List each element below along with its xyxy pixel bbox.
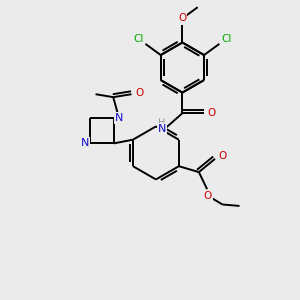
Text: O: O bbox=[218, 151, 226, 161]
Text: N: N bbox=[158, 124, 166, 134]
Text: H: H bbox=[158, 118, 166, 128]
Text: O: O bbox=[135, 88, 143, 98]
Text: Cl: Cl bbox=[221, 34, 231, 44]
Text: O: O bbox=[178, 14, 187, 23]
Text: Cl: Cl bbox=[134, 34, 144, 44]
Text: O: O bbox=[204, 190, 212, 201]
Text: O: O bbox=[208, 108, 216, 118]
Text: N: N bbox=[115, 113, 123, 123]
Text: N: N bbox=[81, 138, 89, 148]
